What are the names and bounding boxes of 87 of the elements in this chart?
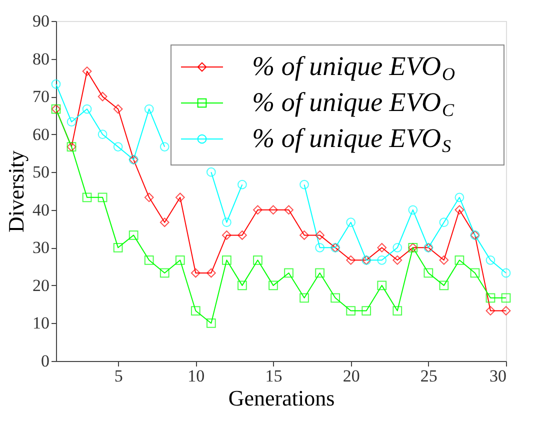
point bbox=[300, 230, 309, 240]
point bbox=[82, 66, 92, 76]
x-tick-label: 30 bbox=[490, 366, 506, 386]
point bbox=[253, 205, 262, 215]
point bbox=[408, 205, 418, 215]
y-tick-label: 0 bbox=[41, 352, 50, 370]
point bbox=[144, 192, 154, 202]
point bbox=[206, 167, 216, 177]
point bbox=[113, 104, 123, 114]
point bbox=[501, 268, 511, 278]
x-tick-label: 15 bbox=[265, 366, 282, 386]
point bbox=[454, 192, 464, 202]
point bbox=[238, 280, 247, 290]
point bbox=[439, 255, 449, 265]
point bbox=[346, 255, 356, 265]
point bbox=[486, 306, 496, 316]
point bbox=[268, 205, 278, 215]
point bbox=[392, 242, 402, 252]
y-tick-label: 50 bbox=[32, 162, 50, 182]
point bbox=[377, 280, 387, 290]
point bbox=[66, 117, 76, 127]
point bbox=[113, 142, 123, 152]
y-tick-label: 90 bbox=[32, 12, 50, 30]
point bbox=[439, 218, 449, 228]
point bbox=[175, 192, 185, 202]
point bbox=[439, 280, 449, 290]
point bbox=[144, 255, 154, 265]
point bbox=[51, 79, 61, 89]
point bbox=[238, 180, 247, 190]
point bbox=[98, 192, 108, 202]
point bbox=[98, 130, 108, 140]
x-tick-label: 20 bbox=[342, 366, 360, 386]
point bbox=[238, 230, 247, 240]
point bbox=[222, 218, 232, 228]
point bbox=[501, 293, 511, 303]
point bbox=[470, 268, 480, 278]
y-tick-label: 20 bbox=[32, 276, 50, 295]
point bbox=[82, 192, 92, 202]
point bbox=[315, 242, 324, 252]
point bbox=[315, 230, 324, 240]
point bbox=[113, 242, 123, 252]
point bbox=[128, 230, 138, 240]
point bbox=[190, 268, 200, 278]
point bbox=[377, 255, 387, 265]
point bbox=[144, 104, 154, 114]
point bbox=[501, 306, 511, 316]
x-tick-label: 5 bbox=[114, 366, 123, 386]
point bbox=[300, 293, 309, 303]
x-tick-label: 25 bbox=[420, 366, 438, 386]
point bbox=[300, 180, 309, 190]
point bbox=[486, 293, 496, 303]
y-tick-label: 70 bbox=[32, 87, 50, 106]
point bbox=[315, 268, 324, 278]
point bbox=[206, 268, 216, 278]
point bbox=[486, 255, 496, 265]
point bbox=[392, 255, 402, 265]
point bbox=[377, 242, 387, 252]
point bbox=[253, 255, 262, 265]
point bbox=[268, 280, 278, 290]
point bbox=[392, 306, 402, 316]
point bbox=[206, 318, 216, 328]
y-tick-label: 80 bbox=[32, 49, 50, 68]
point bbox=[175, 255, 185, 265]
point bbox=[346, 218, 356, 228]
point bbox=[222, 230, 232, 240]
point bbox=[82, 104, 92, 114]
x-tick-label: 10 bbox=[188, 366, 205, 386]
point bbox=[454, 255, 464, 265]
y-tick-label: 40 bbox=[32, 200, 50, 220]
point bbox=[346, 306, 356, 316]
y-tick-label: 30 bbox=[32, 238, 50, 258]
y-tick-label: 60 bbox=[32, 124, 50, 144]
point bbox=[160, 268, 170, 278]
point bbox=[454, 205, 464, 215]
point bbox=[284, 268, 294, 278]
point bbox=[362, 306, 372, 316]
point bbox=[424, 268, 434, 278]
point bbox=[222, 255, 232, 265]
y-tick-label: 10 bbox=[32, 314, 50, 333]
point bbox=[190, 306, 200, 316]
point bbox=[98, 92, 108, 102]
point bbox=[330, 293, 340, 303]
x-axis-title: Generations bbox=[228, 386, 335, 410]
point bbox=[160, 218, 170, 228]
point bbox=[284, 205, 294, 215]
y-axis-title: Diversity bbox=[4, 150, 28, 232]
point bbox=[160, 142, 170, 152]
